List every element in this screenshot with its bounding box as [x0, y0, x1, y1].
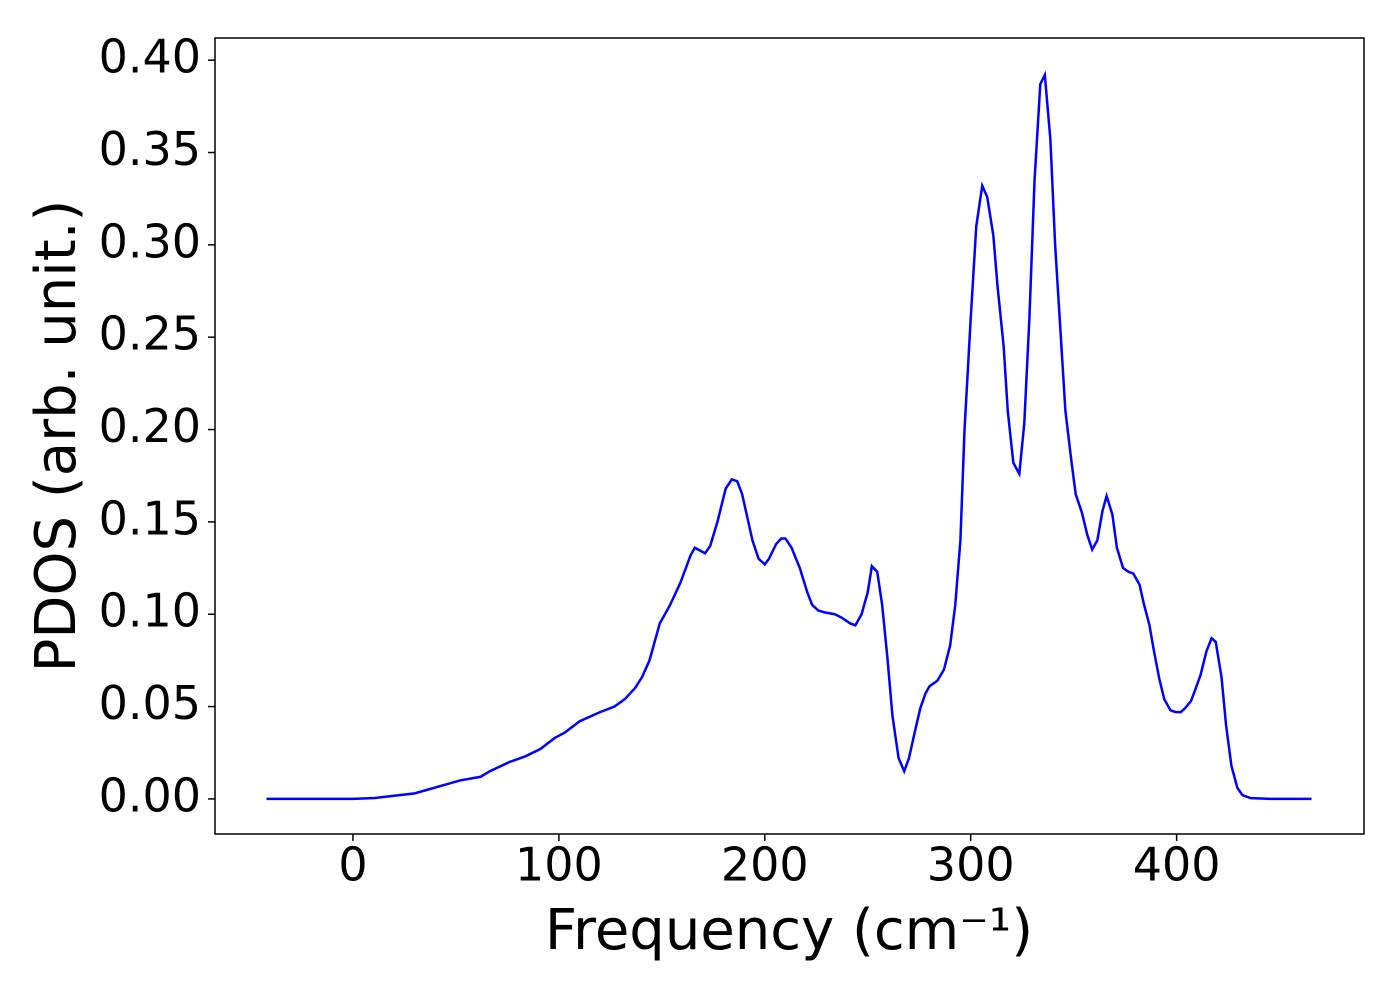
x-tick-label: 100	[515, 838, 603, 892]
y-tick-label: 0.20	[99, 399, 201, 453]
y-tick-label: 0.30	[99, 214, 201, 268]
y-tick-label: 0.15	[99, 491, 201, 545]
x-tick-label: 300	[927, 838, 1015, 892]
data-line	[266, 70, 1312, 801]
y-tick-label: 0.40	[99, 30, 201, 84]
y-tick-label: 0.10	[99, 584, 201, 638]
y-axis-label: PDOS (arb. unit.)	[24, 200, 89, 673]
x-tick-label: 400	[1133, 838, 1221, 892]
y-tick-label: 0.05	[99, 676, 201, 730]
y-tick-label: 0.00	[99, 768, 201, 822]
y-tick-label: 0.25	[99, 307, 201, 361]
x-tick-label: 0	[338, 838, 367, 892]
plot-frame	[214, 37, 1365, 835]
y-tick-label: 0.35	[99, 122, 201, 176]
x-tick-label: 200	[721, 838, 809, 892]
x-axis-label: Frequency (cm⁻¹)	[545, 898, 1033, 963]
